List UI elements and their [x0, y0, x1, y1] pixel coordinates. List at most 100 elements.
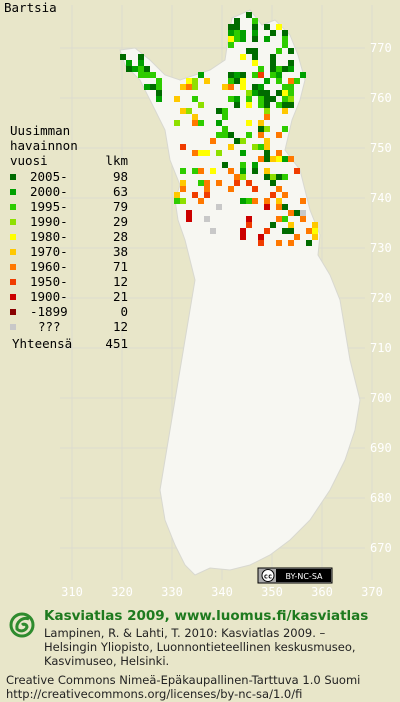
- cc-badge: cc BY-NC-SA: [257, 567, 333, 584]
- observation-square: [234, 180, 240, 186]
- y-grid-label: 700: [370, 391, 392, 405]
- observation-square: [270, 156, 276, 162]
- observation-square: [264, 138, 270, 144]
- observation-square: [282, 66, 288, 72]
- observation-square: [120, 54, 126, 60]
- footer-title: Kasviatlas 2009, www.luomus.fi/kasviatla…: [44, 608, 368, 624]
- citation-line: Kasvimuseo, Helsinki.: [44, 654, 169, 668]
- observation-square: [258, 240, 264, 246]
- observation-square: [264, 198, 270, 204]
- logo-ring: [9, 612, 35, 638]
- observation-square: [258, 234, 264, 240]
- observation-square: [264, 96, 270, 102]
- observation-square: [180, 144, 186, 150]
- observation-square: [264, 150, 270, 156]
- observation-square: [186, 216, 192, 222]
- observation-square: [270, 192, 276, 198]
- observation-square: [288, 228, 294, 234]
- observation-square: [276, 156, 282, 162]
- y-grid-label: 690: [370, 441, 392, 455]
- x-grid-label: 330: [161, 585, 183, 599]
- observation-square: [222, 84, 228, 90]
- observation-square: [138, 72, 144, 78]
- citation-line: Lampinen, R. & Lahti, T. 2010: Kasviatla…: [44, 626, 326, 640]
- badge-symbol: cc: [264, 573, 272, 581]
- observation-square: [246, 48, 252, 54]
- x-grid-label: 310: [61, 585, 83, 599]
- observation-square: [264, 144, 270, 150]
- observation-square: [204, 180, 210, 186]
- observation-square: [228, 168, 234, 174]
- observation-square: [222, 114, 228, 120]
- observation-square: [264, 156, 270, 162]
- observation-square: [216, 204, 222, 210]
- observation-square: [282, 216, 288, 222]
- observation-square: [276, 198, 282, 204]
- observation-square: [156, 90, 162, 96]
- legend-swatch: [10, 219, 16, 225]
- observation-square: [198, 198, 204, 204]
- y-grid-label: 760: [370, 91, 392, 105]
- legend-swatch: [10, 264, 16, 270]
- y-grid-label: 670: [370, 541, 392, 555]
- observation-square: [204, 78, 210, 84]
- observation-square: [288, 156, 294, 162]
- observation-square: [228, 42, 234, 48]
- legend-header: vuosi: [10, 153, 48, 168]
- observation-square: [258, 144, 264, 150]
- legend-swatch: [10, 204, 16, 210]
- legend-swatch: [10, 174, 16, 180]
- legend-swatch: [10, 249, 16, 255]
- observation-square: [192, 114, 198, 120]
- observation-square: [252, 186, 258, 192]
- observation-square: [150, 84, 156, 90]
- observation-square: [192, 96, 198, 102]
- observation-square: [186, 108, 192, 114]
- legend-swatch: [10, 309, 16, 315]
- observation-square: [264, 174, 270, 180]
- observation-square: [234, 138, 240, 144]
- observation-square: [192, 84, 198, 90]
- observation-square: [180, 198, 186, 204]
- legend-label: 1980-: [30, 229, 68, 244]
- observation-square: [192, 192, 198, 198]
- observation-square: [258, 120, 264, 126]
- observation-square: [282, 174, 288, 180]
- y-grid-label: 740: [370, 191, 392, 205]
- observation-square: [252, 24, 258, 30]
- observation-square: [126, 66, 132, 72]
- species-title: Bartsia: [4, 0, 57, 15]
- observation-square: [228, 186, 234, 192]
- legend-label: 1900-: [30, 289, 68, 304]
- observation-square: [252, 30, 258, 36]
- observation-square: [294, 168, 300, 174]
- observation-square: [276, 24, 282, 30]
- observation-square: [264, 90, 270, 96]
- legend-label: 2000-: [30, 184, 68, 199]
- observation-square: [228, 144, 234, 150]
- y-grid-label: 770: [370, 41, 392, 55]
- legend-label: 1950-: [30, 274, 68, 289]
- observation-square: [288, 210, 294, 216]
- observation-square: [282, 126, 288, 132]
- observation-square: [288, 96, 294, 102]
- observation-square: [276, 174, 282, 180]
- observation-square: [264, 204, 270, 210]
- observation-square: [276, 72, 282, 78]
- observation-square: [294, 210, 300, 216]
- observation-square: [240, 228, 246, 234]
- observation-square: [186, 78, 192, 84]
- total-count: 451: [105, 336, 128, 351]
- observation-square: [192, 150, 198, 156]
- observation-square: [216, 120, 222, 126]
- legend-count: 63: [113, 184, 128, 199]
- x-grid-label: 350: [261, 585, 283, 599]
- observation-square: [174, 198, 180, 204]
- observation-square: [216, 180, 222, 186]
- observation-square: [270, 72, 276, 78]
- observation-square: [198, 150, 204, 156]
- legend-label: 1990-: [30, 214, 68, 229]
- observation-square: [204, 192, 210, 198]
- observation-square: [156, 96, 162, 102]
